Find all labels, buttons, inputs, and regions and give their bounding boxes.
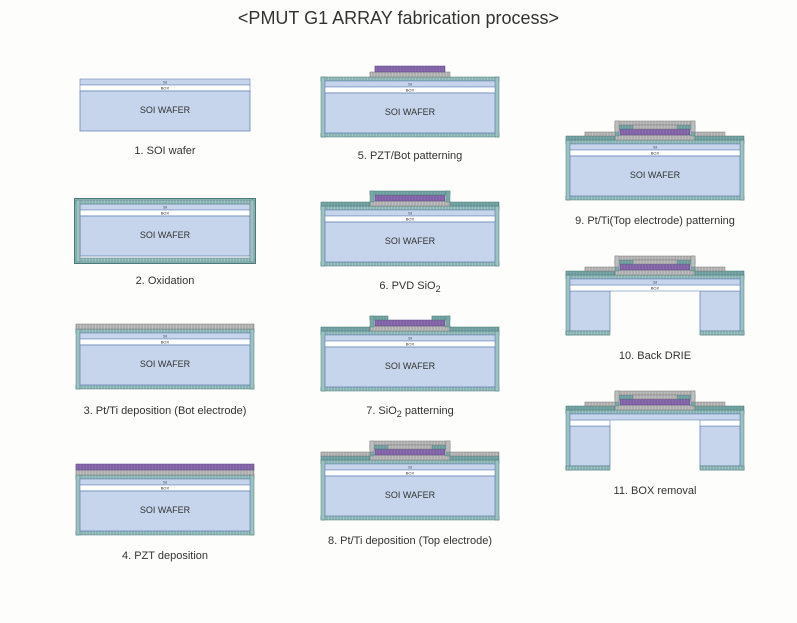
svg-text:BOX: BOX — [406, 88, 415, 93]
svg-text:BOX: BOX — [651, 286, 660, 291]
step-6-caption-text: 6. PVD SiO — [379, 280, 435, 292]
svg-text:SI: SI — [163, 205, 167, 210]
svg-text:SI: SI — [163, 80, 167, 85]
step-6-sub: 2 — [436, 284, 441, 294]
step-3: SIBOX SOI WAFER 3. Pt/Ti deposition (Bot … — [50, 319, 280, 417]
page-title: <PMUT G1 ARRAY fabrication process> — [0, 0, 797, 29]
svg-text:SOI WAFER: SOI WAFER — [140, 230, 191, 240]
step-11-caption: 11. BOX removal — [540, 485, 770, 497]
svg-text:SI: SI — [408, 336, 412, 341]
step-1: SIBOX SOI WAFER 1. SOI wafer — [50, 69, 280, 157]
step-9-caption: 9. Pt/Ti(Top electrode) patterning — [540, 215, 770, 227]
svg-text:BOX: BOX — [406, 471, 415, 476]
step-3-caption: 3. Pt/Ti deposition (Bot electrode) — [50, 405, 280, 417]
svg-text:SOI WAFER: SOI WAFER — [385, 236, 436, 246]
svg-text:SI: SI — [408, 82, 412, 87]
svg-text:SI: SI — [408, 211, 412, 216]
svg-text:SOI WAFER: SOI WAFER — [140, 105, 191, 115]
svg-text:SOI WAFER: SOI WAFER — [385, 361, 436, 371]
step-6-diagram: SIBOX SOI WAFER — [310, 184, 510, 274]
svg-text:SI: SI — [653, 145, 657, 150]
step-9-diagram: SIBOX SOI WAFER — [555, 114, 755, 209]
step-6-caption: 6. PVD SiO2 — [295, 280, 525, 294]
step-7-caption-text: 7. SiO — [366, 405, 397, 417]
step-10: SIBOXSOI WAFERBOXSI 10. Back DRIE — [540, 249, 770, 362]
step-11-diagram: SIBOXSOI WAFER — [555, 384, 755, 479]
svg-text:SOI WAFER: SOI WAFER — [385, 107, 436, 117]
svg-text:SOI WAFER: SOI WAFER — [140, 505, 191, 515]
svg-text:SI: SI — [163, 480, 167, 485]
step-4-diagram: SIBOX SOI WAFER — [65, 459, 265, 544]
svg-text:SOI WAFER: SOI WAFER — [385, 490, 436, 500]
svg-text:SI: SI — [653, 280, 657, 285]
svg-text:BOX: BOX — [406, 342, 415, 347]
svg-text:BOX: BOX — [161, 340, 170, 345]
step-2: SIBOX SOI WAFER 2. Oxidation — [50, 194, 280, 287]
step-7-caption-after: patterning — [402, 405, 454, 417]
step-1-caption: 1. SOI wafer — [50, 145, 280, 157]
svg-text:BOX: BOX — [406, 217, 415, 222]
step-4-caption: 4. PZT deposition — [50, 550, 280, 562]
step-10-diagram: SIBOXSOI WAFERBOXSI — [555, 249, 755, 344]
step-7-caption: 7. SiO2 patterning — [295, 405, 525, 419]
svg-text:BOX: BOX — [161, 86, 170, 91]
svg-text:BOX: BOX — [161, 211, 170, 216]
step-10-caption: 10. Back DRIE — [540, 350, 770, 362]
svg-text:BOX: BOX — [651, 151, 660, 156]
step-5: SIBOX SOI WAFER 5. PZT/Bot patterning — [295, 59, 525, 162]
step-2-diagram: SIBOX SOI WAFER — [65, 194, 265, 269]
step-5-diagram: SIBOX SOI WAFER — [310, 59, 510, 144]
step-7: SIBOX SOI WAFER 7. SiO2 patterning — [295, 309, 525, 419]
svg-text:SOI WAFER: SOI WAFER — [630, 170, 681, 180]
step-9: SIBOX SOI WAFER 9. Pt/Ti(Top electrode) p… — [540, 114, 770, 227]
step-11: SIBOXSOI WAFER 11. BOX removal — [540, 384, 770, 497]
svg-text:BOX: BOX — [161, 486, 170, 491]
step-8: SIBOX SOI WAFER 8. Pt/Ti deposition (Top … — [295, 434, 525, 547]
svg-text:SI: SI — [408, 465, 412, 470]
step-7-diagram: SIBOX SOI WAFER — [310, 309, 510, 399]
step-2-caption: 2. Oxidation — [50, 275, 280, 287]
step-3-diagram: SIBOX SOI WAFER — [65, 319, 265, 399]
step-4: SIBOX SOI WAFER 4. PZT deposition — [50, 459, 280, 562]
step-8-caption: 8. Pt/Ti deposition (Top electrode) — [295, 535, 525, 547]
step-6: SIBOX SOI WAFER 6. PVD SiO2 — [295, 184, 525, 294]
process-grid: SIBOXSOI WAFER 1. SOI wafer SIBOXSOI WAF… — [0, 29, 797, 609]
svg-text:SOI WAFER: SOI WAFER — [140, 359, 191, 369]
svg-text:SI: SI — [163, 334, 167, 339]
step-8-diagram: SIBOX SOI WAFER — [310, 434, 510, 529]
step-1-diagram: SIBOX SOI WAFER — [65, 69, 265, 139]
step-5-caption: 5. PZT/Bot patterning — [295, 150, 525, 162]
